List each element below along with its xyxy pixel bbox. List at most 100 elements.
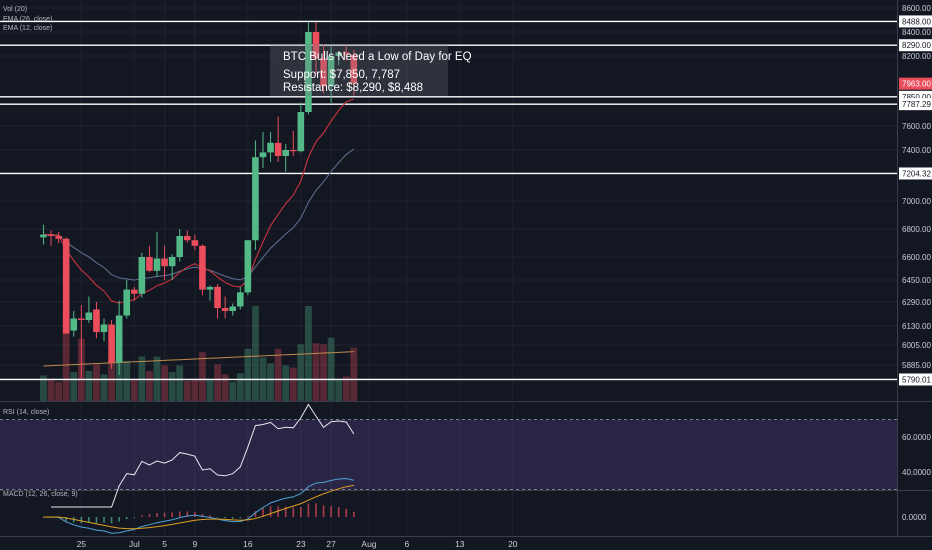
x-tick-label: 9 [192, 539, 197, 549]
macd-histogram-bar [80, 517, 83, 524]
volume-bar [206, 378, 214, 401]
current-price-label: 7963.00 [902, 80, 931, 89]
ema-lines [43, 98, 355, 304]
volume-bar [267, 363, 274, 401]
candle-body [252, 157, 259, 241]
candle-body [47, 234, 55, 236]
level-tag [899, 98, 932, 111]
candle-body [327, 56, 335, 87]
macd-histogram-bar [201, 513, 204, 517]
macd-histogram-bar [284, 506, 287, 517]
rsi-tick-label: 60.0000 [902, 433, 931, 442]
candle-body [108, 324, 115, 363]
price-tick-label: 5885.00 [902, 361, 931, 370]
macd-histogram-bar [330, 506, 332, 517]
volume-bar [350, 347, 358, 401]
level-label: 8290.00 [902, 41, 931, 50]
volume-bar [252, 306, 259, 401]
candle-body [168, 257, 176, 267]
volume-bar [183, 381, 191, 401]
volume-bar [168, 372, 176, 401]
candle-body [153, 258, 161, 271]
volume-bar [146, 371, 153, 401]
ema12-line [43, 98, 355, 304]
macd-histogram-bar [148, 514, 151, 517]
candle-body [115, 315, 123, 363]
level-label: 7850.00 [902, 93, 931, 102]
macd-tick-label: 0.0000 [902, 513, 927, 522]
x-tick-label: 5 [162, 539, 167, 549]
annotation-box[interactable]: BTC Bulls Need a Low of Day for EQ Suppo… [270, 44, 472, 96]
volume-bar [297, 344, 305, 401]
current-price-tag [899, 77, 932, 90]
annotation-title: BTC Bulls Need a Low of Day for EQ [283, 51, 472, 63]
macd-histogram-bar [186, 511, 189, 517]
price-tick-label: 8600.00 [902, 4, 931, 13]
candle-body [191, 240, 199, 246]
grid-lines [0, 0, 932, 537]
rsi-tick-label: 40.0000 [902, 468, 931, 477]
volume-bar [130, 379, 138, 401]
volume-bar [85, 371, 93, 401]
macd-histogram-bar [163, 512, 166, 517]
macd-histogram-bar [156, 513, 158, 517]
volume-bar [221, 374, 229, 401]
candle-body [236, 292, 244, 307]
candle-body [221, 308, 229, 311]
candle-body [342, 52, 350, 55]
price-tick-label: 7000.00 [902, 197, 931, 206]
macd-histogram-bar [300, 506, 302, 517]
candle-body [199, 245, 206, 290]
volume-bar [55, 382, 62, 401]
volume-bar [40, 375, 47, 401]
candle-body [259, 152, 267, 158]
candle-body [78, 318, 85, 320]
x-tick-label: 16 [243, 539, 253, 549]
rsi-pane [0, 403, 897, 508]
price-tick-label: 6450.00 [902, 276, 931, 285]
ema26-label: EMA (26, close) [3, 16, 52, 23]
candle-body [214, 286, 221, 308]
volume-bar [274, 348, 282, 401]
macd-histogram-bar [133, 517, 136, 518]
ema12-label: EMA (12, close) [3, 25, 52, 32]
volume-bar [176, 365, 184, 401]
macd-histogram-bar [178, 511, 181, 517]
level-tag [899, 167, 932, 180]
volume-bar [229, 382, 237, 401]
volume-bar [327, 337, 335, 401]
macd-histogram-bar [103, 517, 105, 523]
macd-line [43, 478, 354, 534]
x-tick-label: 25 [77, 539, 87, 549]
macd-histogram-bar [315, 503, 317, 517]
price-tick-label: 6800.00 [902, 225, 931, 234]
macd-histogram-bar [247, 516, 249, 517]
price-tick-label: 8400.00 [902, 28, 931, 37]
candle-body [229, 306, 237, 311]
volume-bar [161, 365, 168, 401]
macd-label: MACD (12, 26, close, 9) [3, 491, 78, 498]
x-tick-label: 27 [326, 539, 336, 549]
volume-bar [282, 365, 290, 401]
candle-body [206, 286, 214, 290]
indicator-labels: Vol (20) EMA (26, close) EMA (12, close)… [3, 6, 78, 498]
macd-histogram-bar [254, 511, 257, 517]
rsi-label: RSI (14, close) [3, 409, 49, 416]
axes: 25 Jul 5 9 16 23 27 Aug 6 13 20 8600.00 8400.00 8200.… [77, 4, 932, 549]
candle-body [305, 32, 312, 112]
candles[interactable] [40, 22, 358, 378]
volume-bar [244, 348, 252, 401]
annotation-resistance: Resistance: $8,290, $8,488 [283, 82, 423, 94]
volume-bar [320, 344, 327, 401]
macd-histogram-bar [353, 511, 355, 517]
level-label: 5790.01 [902, 375, 931, 384]
macd-signal-line [43, 484, 354, 530]
candle-body [244, 240, 252, 293]
macd-histogram-bar [345, 508, 348, 517]
candle-body [161, 258, 168, 267]
price-tick-label: 6600.00 [902, 253, 931, 262]
volume-bar [312, 343, 320, 401]
price-tick-label: 6290.00 [902, 298, 931, 307]
